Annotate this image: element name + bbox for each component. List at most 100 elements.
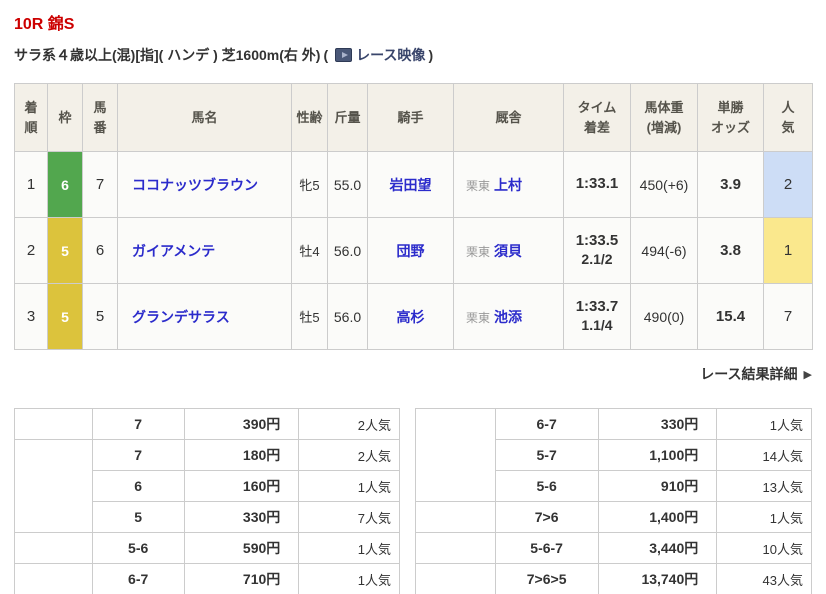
popularity-cell: 1 bbox=[763, 217, 813, 284]
payout-row: 単勝 7 390円 2人気 bbox=[14, 408, 401, 440]
horse-name-link[interactable]: ガイアメンテ bbox=[132, 242, 216, 259]
detail-link-row: レース結果詳細 ▶ bbox=[14, 364, 812, 384]
right-arrow-icon: ▶ bbox=[803, 369, 812, 381]
jockey-link[interactable]: 高杉 bbox=[396, 308, 425, 325]
paren-open: ( bbox=[323, 47, 329, 63]
selection-cell: 7>6 bbox=[494, 501, 599, 533]
sex-age-cell: 牝5 bbox=[291, 151, 328, 218]
payout-row: 馬連 6-7 710円 1人気 bbox=[14, 563, 401, 594]
jockey-link[interactable]: 岩田望 bbox=[389, 176, 432, 193]
horse-name-link[interactable]: ココナッツブラウン bbox=[132, 176, 258, 193]
popularity-cell: 1人気 bbox=[298, 470, 401, 502]
finish-margin: 2.1/2 bbox=[581, 251, 613, 268]
payout-row: ワイド 6-7 330円 1人気 bbox=[415, 408, 812, 502]
col-header-horse-name: 馬名 bbox=[117, 83, 292, 152]
win-odds-cell: 3.9 bbox=[697, 151, 764, 218]
video-play-icon bbox=[335, 48, 353, 62]
selection-cell: 6-7 bbox=[494, 408, 599, 440]
popularity-cell: 1人気 bbox=[298, 563, 401, 594]
region-label: 栗東 bbox=[466, 178, 491, 193]
amount-cell: 590円 bbox=[183, 532, 300, 564]
race-conditions: サラ系４歳以上(混)[指]( ハンデ ) 芝1600m(右 外) bbox=[14, 47, 321, 63]
payout-row: 6 160円 1人気 bbox=[15, 470, 401, 502]
result-row: 3 5 5 グランデサラス 牡5 56.0 高杉 栗東 池添 1:33.7 1.1/… bbox=[14, 283, 813, 350]
trainer-link[interactable]: 須貝 bbox=[494, 242, 523, 259]
sex-age-cell: 牡4 bbox=[291, 217, 328, 284]
page-title: 10R 錦S bbox=[14, 16, 75, 33]
payout-section: 単勝 7 390円 2人気 複勝 7 180円 2人気 6 160円 1人気 bbox=[14, 408, 812, 594]
trainer-link[interactable]: 池添 bbox=[494, 308, 523, 325]
race-result-detail-link[interactable]: レース結果詳細 ▶ bbox=[700, 366, 812, 382]
payout-row: 枠連 5-6 590円 1人気 bbox=[14, 532, 401, 564]
popularity-cell: 2人気 bbox=[298, 408, 401, 440]
rank-cell: 3 bbox=[14, 283, 48, 350]
col-header-horse-number: 馬 番 bbox=[82, 83, 118, 152]
col-header-jockey: 騎手 bbox=[367, 83, 454, 152]
selection-cell: 5-6-7 bbox=[494, 532, 599, 564]
jockey-cell: 高杉 bbox=[367, 283, 454, 350]
payout-row: 5-6 910円 13人気 bbox=[416, 470, 812, 502]
selection-cell: 7>6>5 bbox=[494, 563, 599, 594]
col-header-weight: 斤量 bbox=[327, 83, 368, 152]
trainer-link[interactable]: 上村 bbox=[494, 176, 523, 193]
bet-type-label-wakuren: 枠連 bbox=[14, 532, 93, 564]
race-results-table: 着 順 枠 馬 番 馬名 性齢 斤量 騎手 厩舎 タイム 着差 馬体重 (増減)… bbox=[14, 83, 813, 350]
win-odds-cell: 3.8 bbox=[697, 217, 764, 284]
rank-cell: 2 bbox=[14, 217, 48, 284]
bet-type-label-umaren: 馬連 bbox=[14, 563, 93, 594]
finish-margin: 1.1/4 bbox=[581, 317, 613, 334]
col-header-waku: 枠 bbox=[47, 83, 83, 152]
rank-cell: 1 bbox=[14, 151, 48, 218]
amount-cell: 180円 bbox=[183, 439, 300, 471]
jockey-cell: 団野 bbox=[367, 217, 454, 284]
amount-cell: 1,400円 bbox=[597, 501, 718, 533]
bet-type-label-fukusho: 複勝 bbox=[14, 439, 93, 533]
amount-cell: 330円 bbox=[597, 408, 718, 440]
horse-number-cell: 6 bbox=[82, 217, 118, 284]
selection-cell: 6 bbox=[91, 470, 185, 502]
popularity-cell: 43人気 bbox=[716, 563, 812, 594]
horse-name-cell: ガイアメンテ bbox=[117, 217, 292, 284]
col-header-time-margin: タイム 着差 bbox=[563, 83, 631, 152]
amount-cell: 160円 bbox=[183, 470, 300, 502]
col-header-horse-weight: 馬体重 (増減) bbox=[630, 83, 698, 152]
waku-cell: 6 bbox=[47, 151, 83, 218]
popularity-cell: 7人気 bbox=[298, 501, 401, 533]
popularity-cell: 13人気 bbox=[716, 470, 812, 502]
payout-row: 5 330円 7人気 bbox=[15, 501, 401, 533]
amount-cell: 1,100円 bbox=[597, 439, 718, 471]
payout-table-right: ワイド 6-7 330円 1人気 5-7 1,100円 14人気 5-6 910… bbox=[415, 408, 812, 594]
popularity-cell: 14人気 bbox=[716, 439, 812, 471]
payout-row: 複勝 7 180円 2人気 bbox=[14, 439, 401, 533]
time-margin-cell: 1:33.5 2.1/2 bbox=[563, 217, 631, 284]
finish-time: 1:33.7 bbox=[575, 298, 619, 316]
payout-row: 5-7 1,100円 14人気 bbox=[416, 439, 812, 471]
jockey-link[interactable]: 団野 bbox=[396, 242, 425, 259]
stable-cell: 栗東 上村 bbox=[453, 151, 564, 218]
region-label: 栗東 bbox=[466, 244, 491, 259]
selection-cell: 5-6 bbox=[494, 470, 599, 502]
bet-type-label-sanrenpuku: 3連複 bbox=[415, 532, 496, 564]
col-header-popularity: 人 気 bbox=[763, 83, 813, 152]
popularity-cell: 2 bbox=[763, 151, 813, 218]
stable-cell: 栗東 池添 bbox=[453, 283, 564, 350]
stable-cell: 栗東 須貝 bbox=[453, 217, 564, 284]
paren-close: ) bbox=[428, 47, 434, 63]
selection-cell: 5-7 bbox=[494, 439, 599, 471]
waku-cell: 5 bbox=[47, 283, 83, 350]
bet-type-label-tansho: 単勝 bbox=[14, 408, 93, 440]
race-video-link[interactable]: レース映像 bbox=[356, 47, 426, 63]
horse-name-link[interactable]: グランデサラス bbox=[132, 308, 230, 325]
horse-number-cell: 7 bbox=[82, 151, 118, 218]
bet-type-label-wide: ワイド bbox=[415, 408, 496, 502]
result-row: 1 6 7 ココナッツブラウン 牝5 55.0 岩田望 栗東 上村 1:33.1 … bbox=[14, 151, 813, 218]
popularity-cell: 1人気 bbox=[298, 532, 401, 564]
time-margin-cell: 1:33.7 1.1/4 bbox=[563, 283, 631, 350]
horse-name-cell: ココナッツブラウン bbox=[117, 151, 292, 218]
amount-cell: 3,440円 bbox=[597, 532, 718, 564]
waku-cell: 5 bbox=[47, 217, 83, 284]
amount-cell: 390円 bbox=[183, 408, 300, 440]
weight-cell: 55.0 bbox=[327, 151, 368, 218]
race-conditions-line: サラ系４歳以上(混)[指]( ハンデ ) 芝1600m(右 外) ( レース映像… bbox=[14, 45, 812, 65]
selection-cell: 5 bbox=[91, 501, 185, 533]
